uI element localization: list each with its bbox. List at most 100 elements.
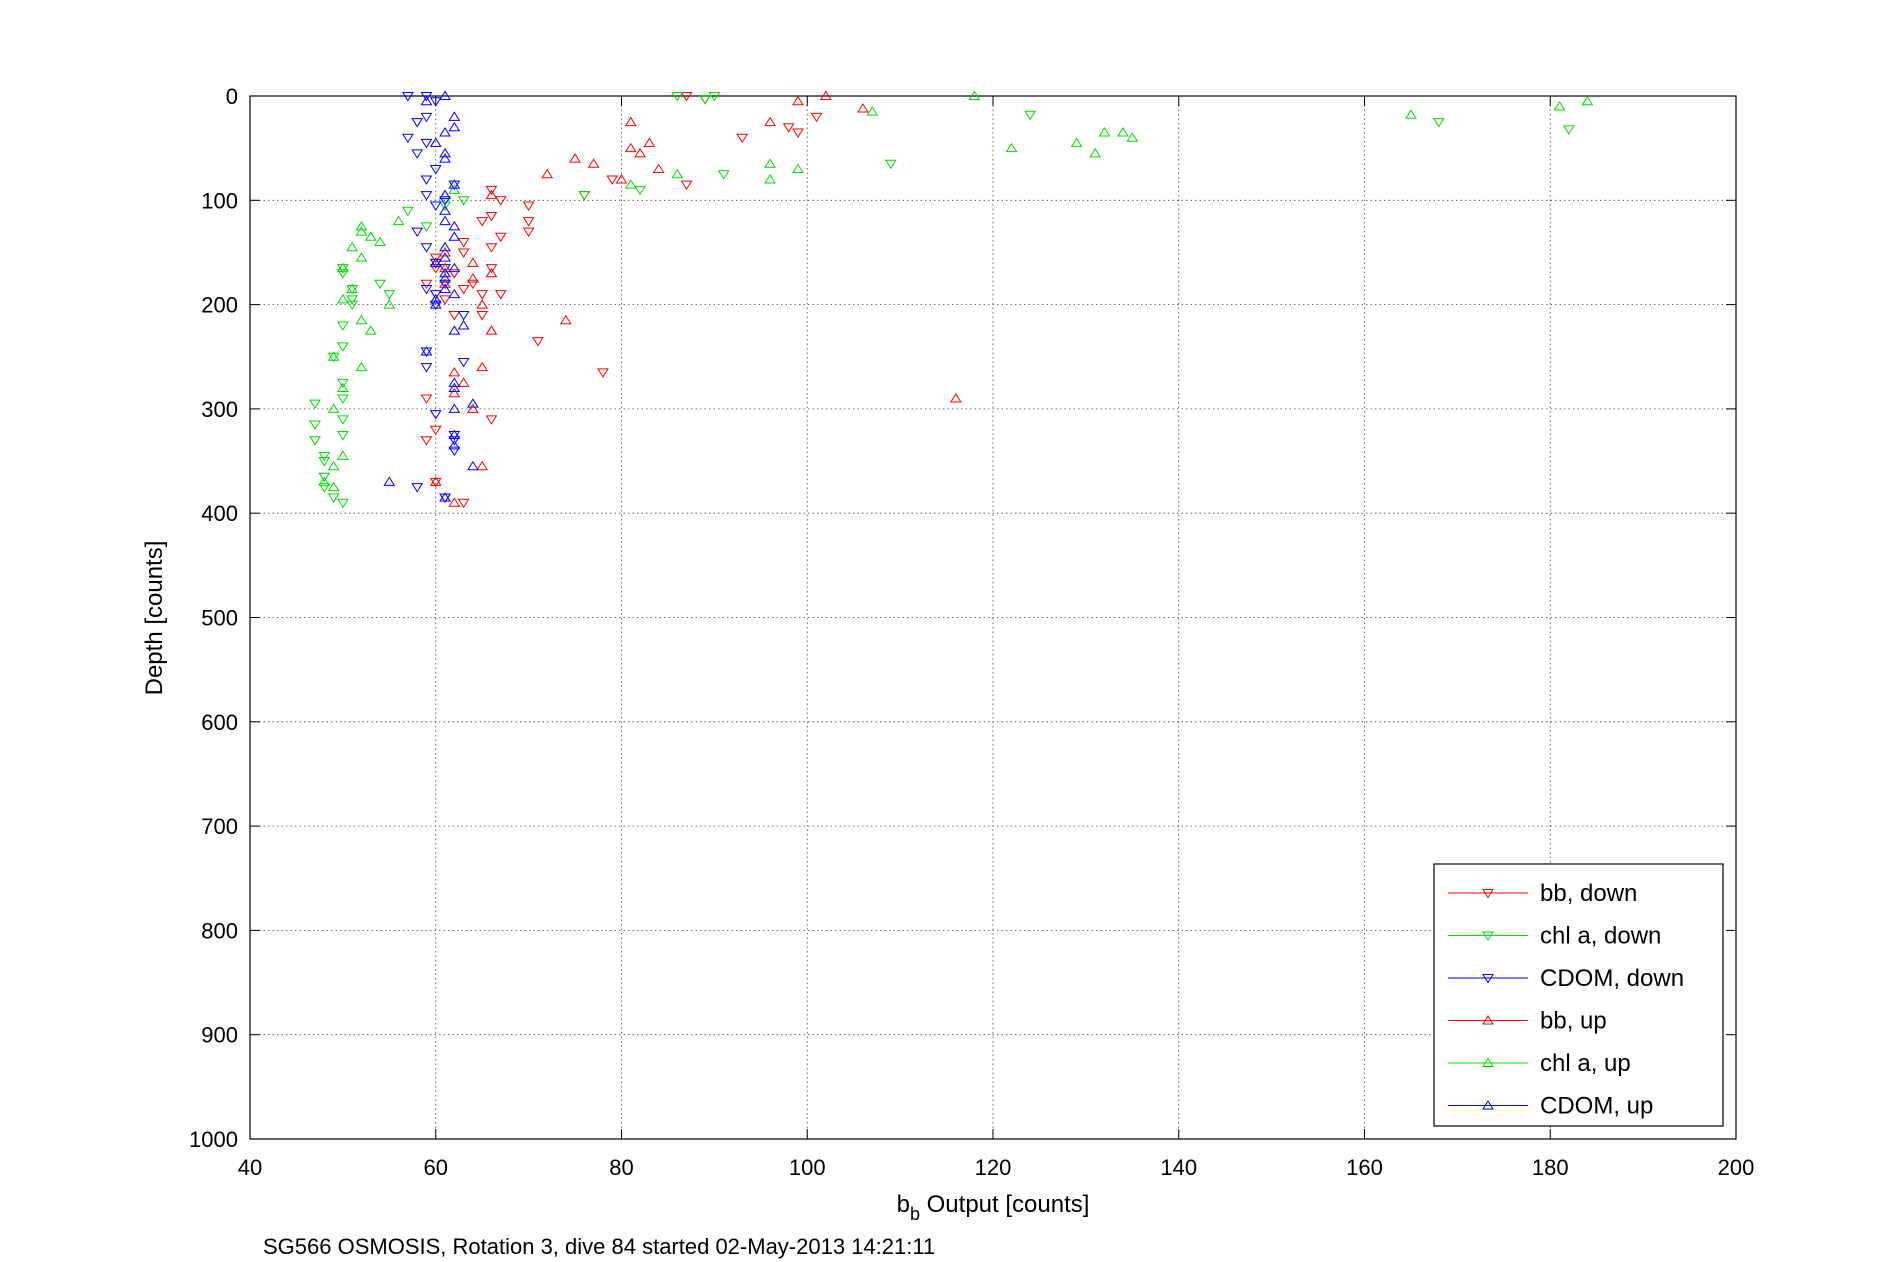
point-cdom-up xyxy=(439,90,451,100)
point-cdom-down xyxy=(457,357,470,368)
point-cdom-down xyxy=(420,92,433,102)
point-bb-down xyxy=(680,180,693,191)
point-cdom-up xyxy=(439,189,451,200)
point-bb-down xyxy=(597,368,609,378)
point-bb-up xyxy=(624,142,637,153)
legend-label-bb-up: bb, up xyxy=(1540,1008,1607,1035)
x-tick-label: 120 xyxy=(975,1155,1012,1180)
point-chl-a-down xyxy=(327,493,340,503)
x-axis-title: bb Output [counts] xyxy=(897,1191,1090,1224)
legend-marker-chl-a-up xyxy=(1482,1057,1494,1067)
y-tick-label: 200 xyxy=(201,293,238,318)
point-chl-a-down xyxy=(346,295,359,305)
point-chl-a-down xyxy=(309,436,321,446)
y-tick-label: 600 xyxy=(201,710,238,735)
point-chl-a-up xyxy=(1005,142,1018,153)
point-cdom-up xyxy=(448,403,461,413)
x-axis-title-rest: Output [counts] xyxy=(920,1191,1089,1218)
point-chl-a-up xyxy=(355,314,368,325)
point-chl-a-up xyxy=(1117,127,1129,137)
point-cdom-down xyxy=(448,436,461,446)
point-chl-a-down xyxy=(671,92,684,102)
point-bb-down xyxy=(494,196,507,206)
point-chl-a-up xyxy=(392,215,405,226)
point-bb-down xyxy=(476,290,489,300)
point-chl-a-up xyxy=(1089,147,1102,158)
point-bb-up xyxy=(448,366,461,377)
point-bb-down xyxy=(420,279,433,290)
x-tick-label: 180 xyxy=(1532,1155,1569,1180)
point-bb-down xyxy=(485,243,498,253)
point-bb-down xyxy=(522,217,535,227)
point-bb-down xyxy=(429,253,442,264)
point-bb-up xyxy=(476,460,489,471)
point-chl-a-up xyxy=(448,184,461,194)
point-cdom-up xyxy=(439,492,451,502)
point-chl-a-down xyxy=(336,264,349,274)
point-cdom-down xyxy=(420,363,433,373)
point-cdom-down xyxy=(439,279,451,290)
legend-marker-cdom-down xyxy=(1482,974,1494,984)
point-bb-down xyxy=(476,217,489,227)
point-chl-a-up xyxy=(336,382,349,393)
point-bb-down xyxy=(429,477,442,488)
point-bb-down xyxy=(485,264,498,274)
point-bb-up xyxy=(439,247,451,257)
point-bb-up xyxy=(643,137,656,147)
point-cdom-down xyxy=(411,149,424,159)
point-cdom-up xyxy=(448,121,461,132)
point-cdom-up xyxy=(439,283,451,293)
legend-label-chl-a-down: chl a, down xyxy=(1540,923,1661,950)
point-chl-a-up xyxy=(374,236,386,247)
point-chl-a-up xyxy=(764,158,777,168)
point-chl-a-up xyxy=(364,231,377,241)
point-cdom-up xyxy=(429,293,442,304)
point-bb-up xyxy=(949,393,962,403)
y-tick-label: 900 xyxy=(201,1023,238,1048)
point-chl-a-down xyxy=(309,420,321,430)
point-chl-a-up xyxy=(764,173,777,184)
point-cdom-down xyxy=(420,112,433,123)
data-points xyxy=(309,90,1594,509)
point-chl-a-down xyxy=(634,185,646,196)
point-bb-down xyxy=(810,112,823,123)
y-tick-label: 500 xyxy=(201,606,238,631)
point-chl-a-up xyxy=(1553,100,1566,111)
point-chl-a-up xyxy=(355,361,368,372)
point-cdom-up xyxy=(429,137,442,147)
point-chl-a-up xyxy=(355,252,368,262)
point-cdom-down xyxy=(429,410,442,420)
point-chl-a-up xyxy=(327,481,340,492)
point-cdom-down xyxy=(448,446,461,457)
point-cdom-up xyxy=(383,476,396,486)
point-chl-a-down xyxy=(336,415,349,425)
point-bb-up xyxy=(485,267,498,278)
point-cdom-up xyxy=(439,273,451,283)
point-bb-up xyxy=(466,273,479,283)
point-chl-a-down xyxy=(327,352,340,363)
legend-box xyxy=(1433,863,1724,1127)
legend: bb, down chl a, down CDOM, down bb, up chl a… xyxy=(1433,863,1724,1127)
point-chl-a-up xyxy=(346,241,359,252)
point-bb-up xyxy=(541,168,554,179)
point-chl-a-up xyxy=(327,460,340,471)
point-chl-a-down xyxy=(336,394,349,404)
point-chl-a-down xyxy=(420,222,433,232)
point-bb-up xyxy=(485,325,498,335)
point-cdom-down xyxy=(448,430,461,441)
x-tick-label: 60 xyxy=(424,1155,448,1180)
point-chl-a-up xyxy=(336,293,349,304)
point-bb-down xyxy=(429,425,442,436)
point-chl-a-down xyxy=(336,321,349,331)
x-tick-label: 100 xyxy=(789,1155,826,1180)
point-chl-a-down xyxy=(318,451,331,462)
point-cdom-up xyxy=(457,320,470,330)
legend-label-cdom-down: CDOM, down xyxy=(1540,965,1684,992)
x-tick-label: 80 xyxy=(609,1155,633,1180)
point-cdom-down xyxy=(420,284,433,295)
point-chl-a-down xyxy=(318,483,331,493)
legend-label-cdom-up: CDOM, up xyxy=(1540,1093,1653,1120)
point-cdom-down xyxy=(429,165,442,175)
point-cdom-down xyxy=(439,493,451,503)
point-cdom-up xyxy=(448,179,461,189)
